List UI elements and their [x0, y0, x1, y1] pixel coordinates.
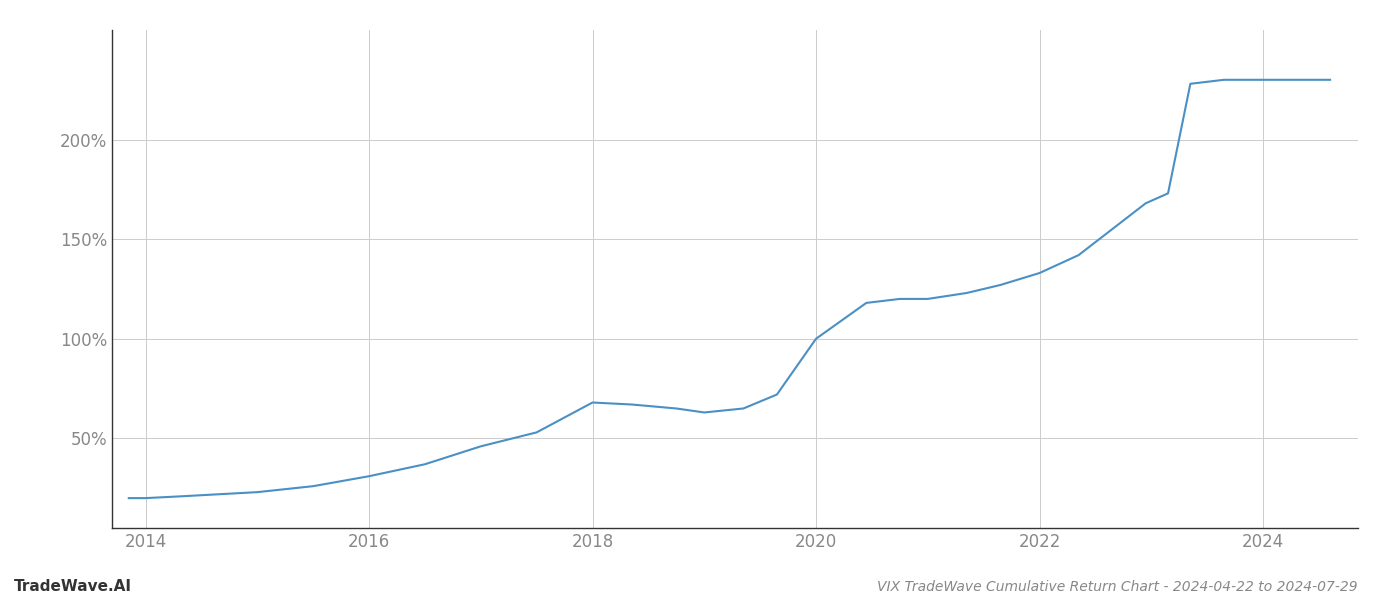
Text: TradeWave.AI: TradeWave.AI	[14, 579, 132, 594]
Text: VIX TradeWave Cumulative Return Chart - 2024-04-22 to 2024-07-29: VIX TradeWave Cumulative Return Chart - …	[878, 580, 1358, 594]
